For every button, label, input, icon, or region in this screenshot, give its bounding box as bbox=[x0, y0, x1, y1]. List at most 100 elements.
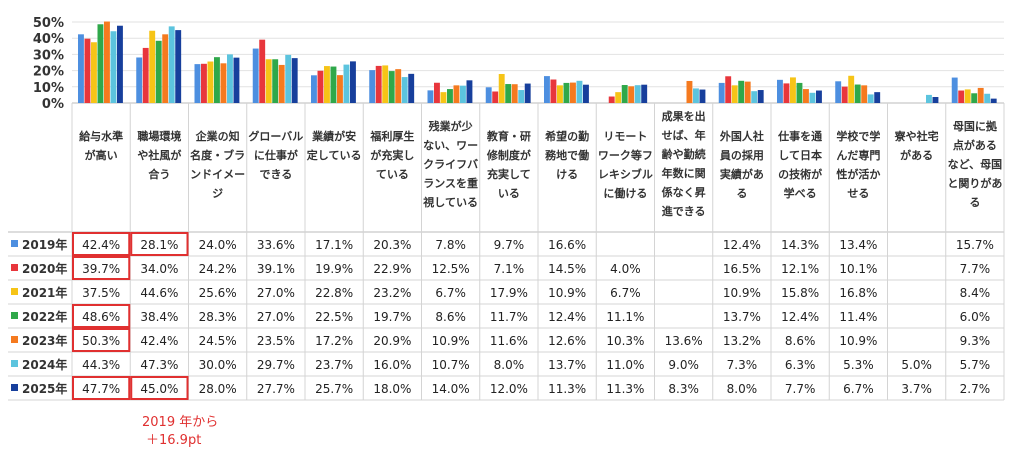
bar bbox=[311, 75, 317, 103]
table-cell-value: 33.6% bbox=[257, 238, 295, 252]
category-label: 学べる bbox=[784, 186, 817, 200]
category-label: せば、年 bbox=[662, 128, 706, 142]
table-cell-value: 7.7% bbox=[960, 262, 991, 276]
table-cell-value: 27.0% bbox=[257, 286, 295, 300]
legend-swatch bbox=[11, 312, 18, 319]
bar bbox=[809, 92, 816, 103]
category-label: 希望の勤 bbox=[544, 129, 589, 143]
bar bbox=[97, 24, 104, 104]
table-cell-value: 30.0% bbox=[199, 358, 237, 372]
y-tick-label: 50% bbox=[33, 16, 64, 31]
table-cell-value: 25.6% bbox=[199, 286, 237, 300]
bar bbox=[725, 76, 732, 103]
category-label: 職場環境 bbox=[137, 129, 181, 143]
table-cell-value: 10.9% bbox=[839, 334, 877, 348]
bar bbox=[91, 42, 97, 103]
bar bbox=[570, 82, 576, 103]
table-cell-value: 6.7% bbox=[435, 286, 466, 300]
category-label: ワーク等フ bbox=[598, 148, 653, 162]
legend-swatch bbox=[11, 288, 18, 295]
bar bbox=[285, 54, 292, 103]
table-cell-value: 10.9% bbox=[548, 286, 586, 300]
legend-swatch bbox=[11, 384, 18, 391]
category-label: ける bbox=[556, 168, 578, 181]
bar bbox=[867, 94, 874, 103]
bar bbox=[265, 59, 272, 103]
category-label: 残業が少 bbox=[429, 119, 473, 133]
table-cell-value: 44.3% bbox=[82, 358, 120, 372]
table-cell-value: 34.0% bbox=[140, 262, 178, 276]
table-cell-value: 19.7% bbox=[373, 310, 411, 324]
table-cell-value: 28.0% bbox=[199, 382, 237, 396]
bar bbox=[466, 80, 473, 103]
bar bbox=[104, 21, 110, 103]
bar bbox=[233, 57, 240, 103]
bar bbox=[343, 64, 350, 103]
table-cell-value: 14.0% bbox=[432, 382, 470, 396]
bar bbox=[984, 93, 991, 103]
bar bbox=[738, 80, 745, 103]
table-cell-value: 12.1% bbox=[781, 262, 819, 276]
bar bbox=[951, 77, 958, 103]
bar bbox=[583, 84, 589, 103]
table-cell-value: 27.0% bbox=[257, 310, 295, 324]
category-label: が充実し bbox=[370, 148, 414, 162]
bar bbox=[492, 91, 499, 103]
category-label: 合う bbox=[148, 167, 170, 181]
table-cell-value: 2.7% bbox=[960, 382, 991, 396]
category-label: 員の採用 bbox=[719, 148, 764, 162]
bar bbox=[382, 65, 389, 103]
bar bbox=[848, 75, 855, 103]
legend-swatch bbox=[11, 264, 18, 271]
table-cell-value: 39.1% bbox=[257, 262, 295, 276]
bar bbox=[149, 30, 156, 103]
table-cell-value: 8.3% bbox=[668, 382, 699, 396]
bar bbox=[744, 81, 751, 103]
table-cell-value: 12.4% bbox=[781, 310, 819, 324]
table-cell-value: 11.3% bbox=[548, 382, 586, 396]
bar bbox=[194, 64, 201, 103]
legend-swatch bbox=[11, 360, 18, 367]
table-cell-value: 7.1% bbox=[494, 262, 525, 276]
category-label: に働ける bbox=[603, 186, 647, 200]
table-cell-value: 7.7% bbox=[785, 382, 816, 396]
bar bbox=[453, 85, 460, 103]
bar bbox=[971, 93, 978, 103]
table-cell-value: 24.5% bbox=[199, 334, 237, 348]
table-cell-value: 9.0% bbox=[668, 358, 699, 372]
series-label: 2024年 bbox=[22, 357, 67, 372]
table-cell-value: 44.6% bbox=[140, 286, 178, 300]
bar bbox=[557, 85, 563, 103]
table-cell-value: 42.4% bbox=[82, 238, 120, 252]
table-cell-value: 12.5% bbox=[432, 262, 470, 276]
table-cell-value: 7.8% bbox=[435, 238, 466, 252]
bar bbox=[861, 85, 868, 103]
category-label: 外国人社 bbox=[719, 129, 764, 143]
table-cell-value: 19.9% bbox=[315, 262, 353, 276]
table-cell-value: 39.7% bbox=[82, 262, 120, 276]
table-cell-value: 15.8% bbox=[781, 286, 819, 300]
bar bbox=[434, 82, 440, 103]
table-cell-value: 11.4% bbox=[839, 310, 877, 324]
bar bbox=[816, 90, 822, 103]
table-cell-value: 6.3% bbox=[785, 358, 816, 372]
highlight-box bbox=[72, 328, 131, 352]
highlight-box bbox=[72, 232, 131, 256]
series-label: 2019年 bbox=[22, 237, 67, 252]
table-cell-value: 3.7% bbox=[901, 382, 932, 396]
table-cell-value: 7.3% bbox=[727, 358, 758, 372]
table-cell-value: 9.3% bbox=[960, 334, 991, 348]
bar bbox=[796, 82, 803, 103]
bar bbox=[615, 92, 622, 103]
category-label: ンドイメー bbox=[190, 168, 245, 181]
table-cell-value: 50.3% bbox=[82, 334, 120, 348]
bar bbox=[990, 98, 997, 103]
table-cell-value: 16.5% bbox=[723, 262, 761, 276]
table-cell-value: 23.5% bbox=[257, 334, 295, 348]
legend-swatch bbox=[11, 240, 18, 247]
table-cell-value: 5.0% bbox=[901, 358, 932, 372]
bar bbox=[214, 57, 220, 103]
bar bbox=[544, 76, 550, 103]
table-cell-value: 22.8% bbox=[315, 286, 353, 300]
bar bbox=[524, 83, 531, 103]
